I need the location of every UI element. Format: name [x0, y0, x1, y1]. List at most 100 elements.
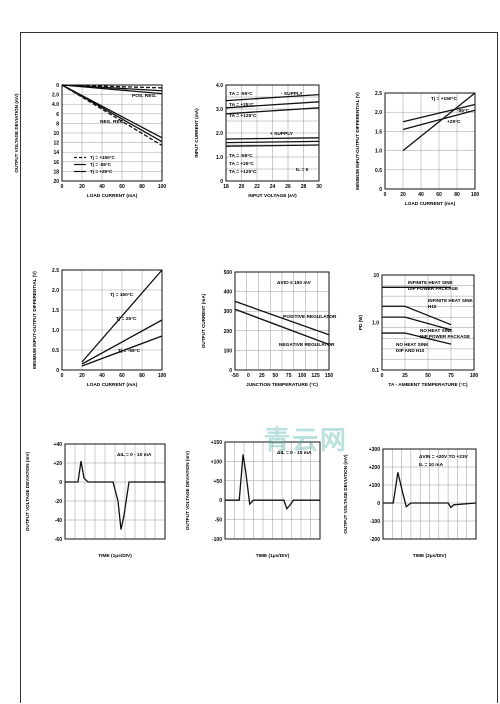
- y-tick-label: 300: [224, 309, 233, 315]
- x-axis-label: TIME (1μs/DIV): [98, 553, 132, 559]
- y-axis-label: OUTPUT CURRENT (mA): [201, 293, 206, 348]
- series-line-3: [61, 84, 163, 92]
- series-line-3: [402, 109, 476, 131]
- y-axis-label: OUTPUT VOLTAGE DEVIATION (mV): [25, 451, 30, 531]
- annotation-text: TA = +125°C: [229, 169, 257, 175]
- annotation-text: + SUPPLY: [270, 131, 294, 137]
- y-tick-label: 0.1: [372, 368, 379, 374]
- x-tick-label: 100: [158, 184, 167, 190]
- y-tick-label: 100: [224, 348, 233, 354]
- series-line-1: [81, 269, 163, 363]
- y-tick-label: +200: [369, 465, 380, 471]
- y-tick-label: -200: [370, 537, 380, 543]
- annotation-text: NO HEAT SINK: [420, 328, 453, 333]
- chart-panel-7: -60 -40 -20 0 +20 +40 TIME (1μs/DIV) OUTPUT VOL…: [25, 442, 166, 559]
- plot-frame: [225, 84, 320, 182]
- y-tick-label: -100: [212, 537, 222, 543]
- x-tick-label: 100: [158, 373, 167, 379]
- y-tick-label: 1.0: [375, 149, 382, 155]
- y-tick-label: -100: [370, 519, 380, 525]
- plot-frame: [384, 92, 476, 190]
- x-tick-label: 75: [448, 373, 454, 379]
- y-axis-label: OUTPUT VOLTAGE DEVIATION (mV): [185, 450, 190, 530]
- annotation-text: Tj = +150°C: [431, 96, 457, 102]
- y-tick-label: 10: [53, 131, 59, 137]
- series-line-1: [225, 93, 320, 102]
- y-tick-label: +300: [369, 447, 380, 453]
- series-line-6: [61, 84, 163, 143]
- chart-svg: -200 -100 0 +100 +200 +300 TIME (2μs/DIV) OUTPU…: [343, 447, 477, 559]
- y-tick-label: 0: [219, 498, 222, 504]
- y-tick-label: 0: [56, 368, 59, 374]
- annotation-text: H10: [428, 304, 437, 309]
- chart-panel-5: 0 100 200 300 400 500 -50 0 25 50 75 100 125 150 JUNCT…: [201, 270, 337, 388]
- x-tick-label: 80: [139, 184, 145, 190]
- annotation-text: -55°C: [457, 108, 470, 114]
- annotation-text: DIP AND H10: [396, 348, 425, 353]
- chart-svg: 0 0.5 1.0 1.5 2.0 2.5 0 20 40 60 80 100 LOAD CURRENT…: [355, 91, 479, 207]
- chart-panel-3: 0 0.5 1.0 1.5 2.0 2.5 0 20 40 60 80 100 LOAD CURRENT…: [355, 91, 479, 207]
- y-tick-label: 8: [56, 121, 59, 127]
- plot-frame: [382, 448, 477, 540]
- plot-frame: [61, 84, 163, 182]
- x-tick-label: 60: [119, 184, 125, 190]
- x-axis-label: INPUT VOLTAGE (±V): [248, 193, 297, 199]
- y-tick-label: 4.0: [216, 83, 223, 89]
- y-tick-label: 2.0: [52, 288, 59, 294]
- x-tick-label: 20: [79, 184, 85, 190]
- y-tick-label: 16: [53, 160, 59, 166]
- y-axis-label: INPUT CURRENT (mA): [194, 108, 199, 158]
- x-tick-label: 0: [61, 373, 64, 379]
- x-tick-label: 0: [247, 373, 250, 379]
- chart-panel-8: -100 -50 0 +50 +100 +150 TIME (1μs/DIV) OUTPUT …: [185, 440, 321, 559]
- series-line-3: [382, 316, 452, 331]
- y-tick-label: 10: [373, 273, 379, 279]
- y-axis-label: OUTPUT VOLTAGE DEVIATION (mV): [14, 93, 19, 173]
- annotation-text: Tj = 150°C: [110, 292, 134, 298]
- chart-panel-1: 0 2.0 4.0 6 8 10 12 14 16 18 20 0 20 40 60 80 100 LOAD CU…: [14, 83, 166, 199]
- x-tick-label: 60: [436, 192, 442, 198]
- x-tick-label: 20: [400, 192, 406, 198]
- x-axis-label: LOAD CURRENT (mA): [87, 382, 138, 388]
- y-tick-label: 1.0: [216, 155, 223, 161]
- chart-panel-2: 0 1.0 2.0 3.0 4.0 18 20 22 24 26 28 30 INPUT VOLTAGE…: [194, 83, 322, 199]
- y-tick-label: 0.5: [52, 348, 59, 354]
- x-tick-label: 18: [223, 184, 229, 190]
- x-tick-label: 60: [119, 373, 125, 379]
- chart-svg: 0 1.0 2.0 3.0 4.0 18 20 22 24 26 28 30 INPUT VOLTAGE…: [194, 83, 322, 199]
- x-tick-label: 100: [471, 192, 480, 198]
- y-tick-label: 12: [53, 141, 59, 147]
- annotation-text: DIP POWER PACKAGE: [408, 286, 458, 291]
- y-tick-label: 0: [59, 480, 62, 486]
- chart-panel-6: 0.1 1.0 10 0 25 50 75 100 TA - AMBIENT TEMPERATU…: [358, 273, 478, 388]
- y-tick-label: 4.0: [52, 102, 59, 108]
- x-tick-label: 28: [301, 184, 307, 190]
- series-line-1: [61, 84, 163, 89]
- annotation-text: ΔVIO ≤ 150 mV: [277, 280, 312, 286]
- y-tick-label: 0: [229, 368, 232, 374]
- y-tick-label: 500: [224, 270, 233, 276]
- series-line-1: [225, 454, 320, 510]
- annotation-text: TA = -55°C: [229, 153, 253, 159]
- annotation-text: DIP POWER PACKAGE: [420, 334, 470, 339]
- series-line-1: [65, 460, 165, 530]
- series-line-1: [234, 300, 330, 336]
- series-line-2: [402, 103, 476, 123]
- series-line-1: [383, 472, 477, 509]
- y-tick-label: +20: [54, 461, 63, 467]
- y-tick-label: 2.5: [52, 268, 59, 274]
- y-tick-label: 400: [224, 290, 233, 296]
- x-tick-label: 30: [316, 184, 322, 190]
- annotation-text: TA = +125°C: [229, 113, 257, 119]
- y-tick-label: 0.5: [375, 168, 382, 174]
- x-tick-label: 100: [298, 373, 307, 379]
- y-tick-label: 0: [379, 187, 382, 193]
- annotation-text: IL = 10 mA: [419, 462, 444, 468]
- x-tick-label: 25: [259, 373, 265, 379]
- y-tick-label: 2.0: [375, 110, 382, 116]
- y-tick-label: 0: [56, 83, 59, 89]
- annotation-text: INFINITE HEAT SINK: [428, 298, 474, 303]
- x-axis-label: TIME (2μs/DIV): [413, 553, 447, 559]
- annotation-text: +25°C: [447, 119, 461, 125]
